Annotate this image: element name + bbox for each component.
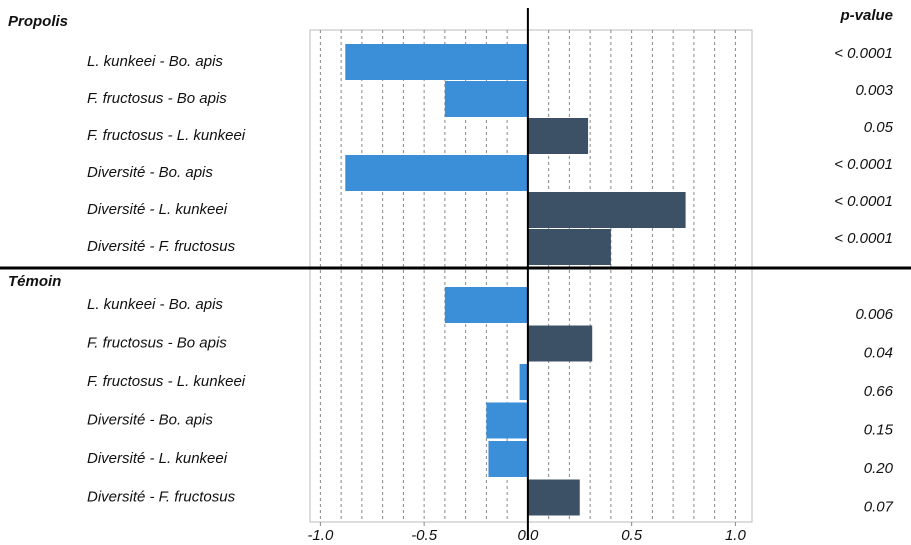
p-value: 0.04 xyxy=(864,344,893,361)
category-label: L. kunkeei - Bo. apis xyxy=(87,296,223,313)
p-value: 0.05 xyxy=(864,119,894,136)
bar xyxy=(519,364,528,400)
category-label: Diversité - L. kunkeei xyxy=(87,201,228,218)
category-label: F. fructosus - L. kunkeei xyxy=(87,373,246,390)
p-value: < 0.0001 xyxy=(834,230,893,247)
bar xyxy=(444,287,528,323)
category-label: F. fructosus - Bo apis xyxy=(87,90,227,107)
p-value: 0.003 xyxy=(855,82,893,99)
category-label: F. fructosus - Bo apis xyxy=(87,334,227,351)
p-value-header: p-value xyxy=(839,7,893,24)
group-label: Propolis xyxy=(8,13,68,30)
x-tick-label: 0.5 xyxy=(621,527,643,544)
bar xyxy=(527,325,593,362)
bar xyxy=(345,44,528,80)
category-label: Diversité - Bo. apis xyxy=(87,164,213,181)
category-label: L. kunkeei - Bo. apis xyxy=(87,53,223,70)
x-tick-label: -0.5 xyxy=(411,527,438,544)
p-value: 0.006 xyxy=(855,306,893,323)
x-tick-label: 1.0 xyxy=(725,527,747,544)
bar xyxy=(444,81,528,117)
category-label: Diversité - F. fructosus xyxy=(87,488,236,505)
p-value: 0.66 xyxy=(864,383,894,400)
bar xyxy=(345,155,528,191)
p-value: < 0.0001 xyxy=(834,193,893,210)
group-label: Témoin xyxy=(8,273,61,290)
bar xyxy=(527,118,589,154)
category-label: F. fructosus - L. kunkeei xyxy=(87,127,246,144)
p-value: < 0.0001 xyxy=(834,45,893,62)
category-label: Diversité - L. kunkeei xyxy=(87,450,228,467)
plot-frame xyxy=(309,29,753,523)
bar xyxy=(527,229,611,265)
category-label: Diversité - F. fructosus xyxy=(87,238,236,255)
category-label: Diversité - Bo. apis xyxy=(87,411,213,428)
bar xyxy=(486,402,528,439)
bar xyxy=(527,479,580,516)
p-value: 0.20 xyxy=(864,460,894,477)
bar xyxy=(488,441,528,477)
x-tick-label: -1.0 xyxy=(307,527,334,544)
bar xyxy=(527,192,686,228)
p-value: 0.07 xyxy=(864,498,894,515)
p-value: 0.15 xyxy=(864,421,894,438)
p-value: < 0.0001 xyxy=(834,156,893,173)
